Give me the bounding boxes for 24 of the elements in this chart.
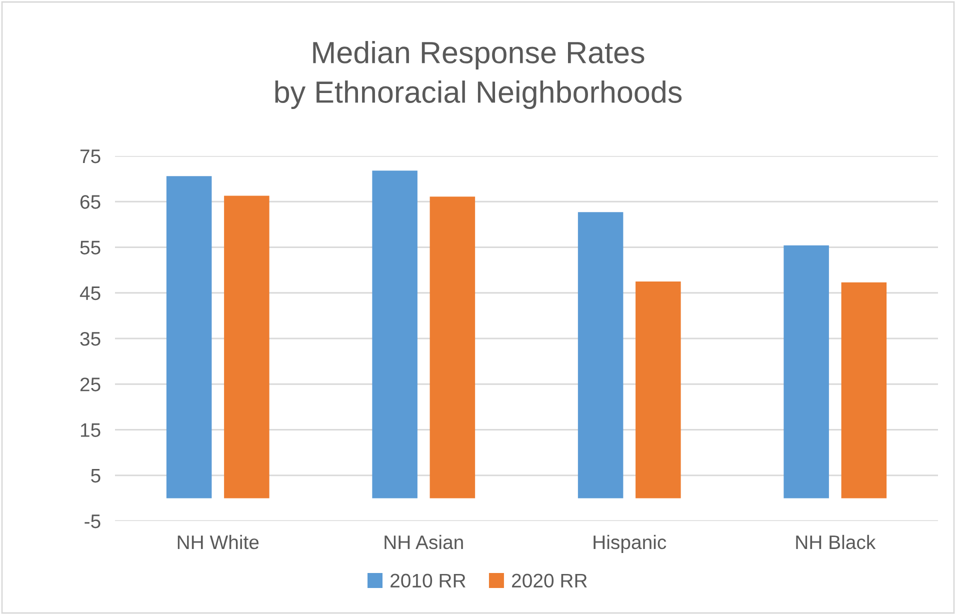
x-tick-label: NH Asian <box>384 534 463 550</box>
bar <box>372 170 418 498</box>
bar <box>224 196 270 498</box>
bar <box>841 282 887 498</box>
y-tick-label: 15 <box>80 423 100 437</box>
x-tick-label: NH Black <box>796 534 876 550</box>
bar <box>578 212 624 498</box>
y-tick-label: 5 <box>91 469 100 483</box>
bar <box>166 176 212 498</box>
y-tick-label: 75 <box>80 150 100 164</box>
bar <box>430 196 476 498</box>
y-tick-label: 25 <box>80 378 100 392</box>
chart-title: Median Response Rates by Ethnoracial Neighborhoods <box>275 40 682 110</box>
x-tick-label: Hispanic <box>594 534 666 554</box>
legend-label: 2020 RR <box>512 574 587 588</box>
bar <box>784 245 829 498</box>
y-tick-label: 65 <box>80 195 100 209</box>
x-tick-label: NH White <box>178 534 259 550</box>
bar <box>636 281 681 498</box>
y-tick-label: 55 <box>80 240 100 254</box>
y-tick-label: -5 <box>84 514 100 528</box>
y-tick-label: 35 <box>80 332 100 346</box>
legend-label: 2010 RR <box>390 574 466 588</box>
y-tick-label: 45 <box>80 286 100 300</box>
